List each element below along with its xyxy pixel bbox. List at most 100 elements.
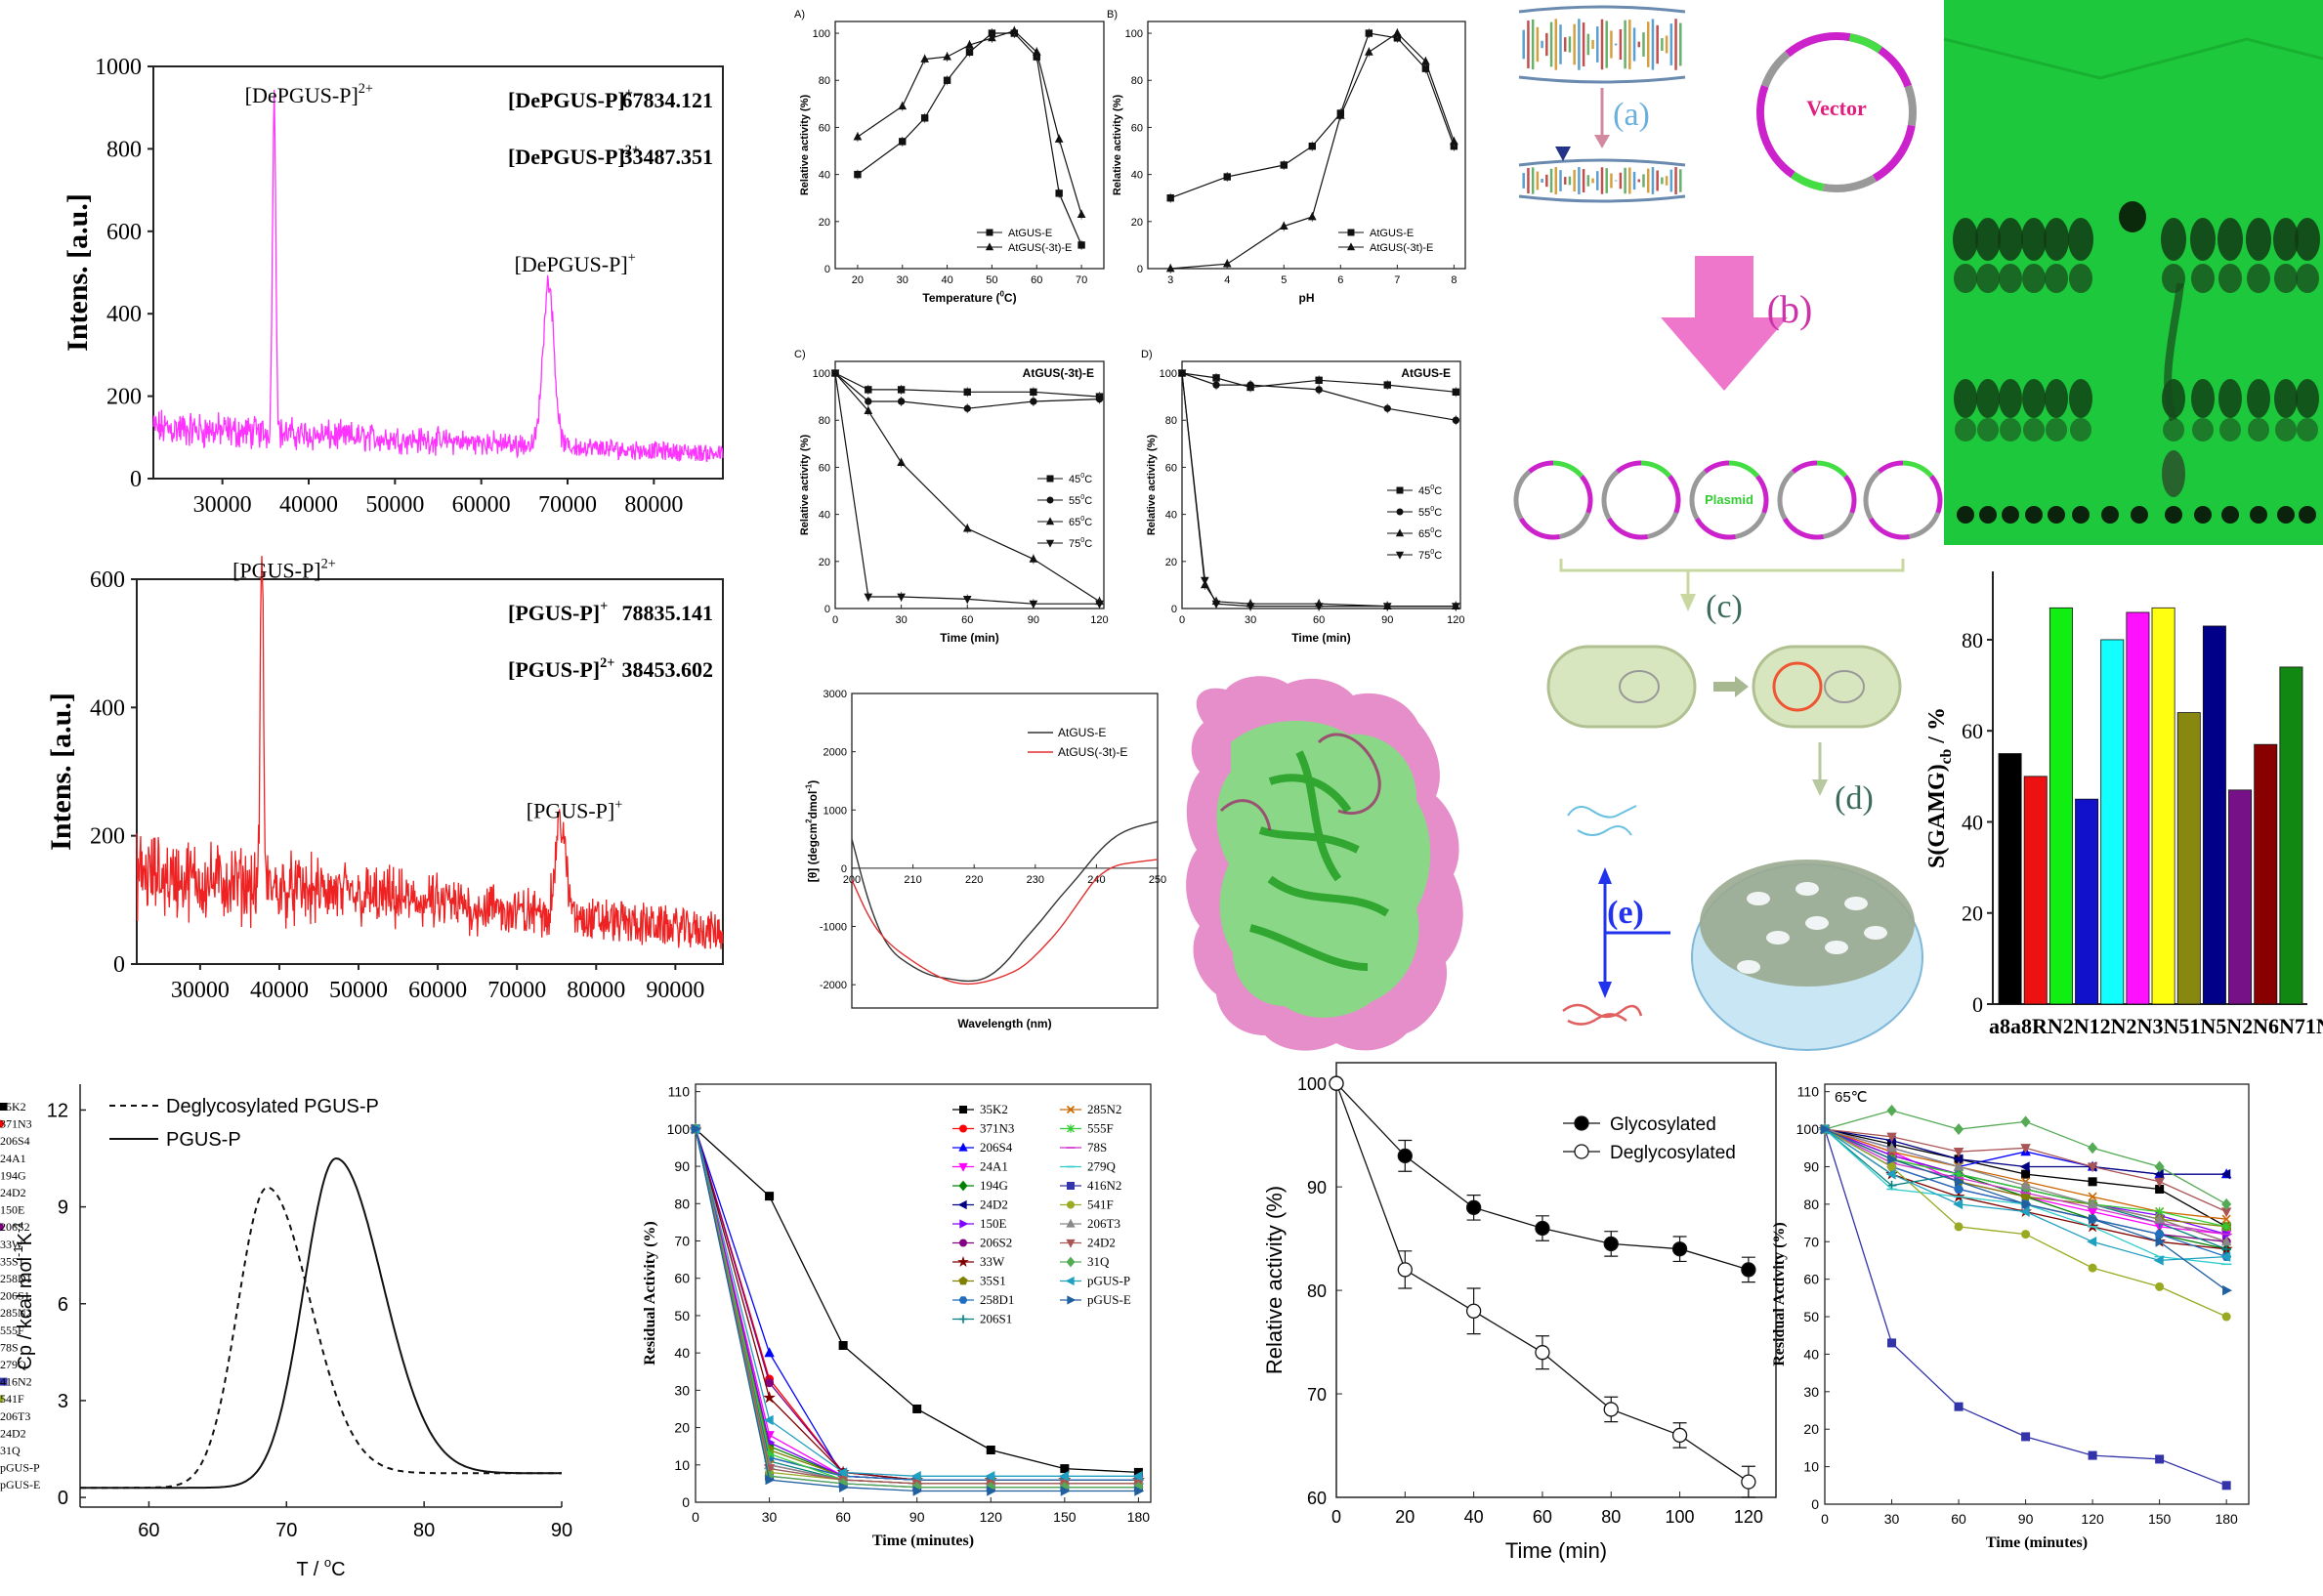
colony [1864, 926, 1887, 940]
gel-band [1954, 379, 1977, 418]
plasmid-segment [1816, 460, 1848, 479]
data-point [1029, 600, 1038, 609]
y-tick-label: 20 [1803, 1421, 1819, 1437]
legend-label: 78S [0, 1340, 19, 1354]
x-tick-label: 60 [835, 1509, 851, 1525]
data-point [763, 1391, 777, 1404]
data-point [1886, 1142, 1897, 1153]
gel-band [1975, 218, 2001, 261]
data-point [2087, 1197, 2098, 1208]
y-tick-label: 80 [674, 1196, 690, 1211]
plasmid-segment [1559, 512, 1591, 539]
legend-marker [1346, 242, 1356, 251]
x-axis-label: Time (min) [1505, 1538, 1607, 1563]
y-tick-label: 0 [58, 1488, 68, 1509]
gel-band [1999, 379, 2022, 418]
x-axis-label: Time (min) [940, 631, 998, 645]
data-point [1308, 143, 1317, 150]
ms-spectrum-deglycosylated: 0 200 400 600 800 1000 30000 40000 50000 60000 700… [62, 55, 724, 518]
data-point [1465, 1303, 1482, 1319]
step-label-b: (b) [1767, 287, 1813, 331]
legend-label: 206S4 [0, 1134, 30, 1148]
x-tick-label: 20 [1395, 1507, 1415, 1527]
x-tick-label: 240 [1087, 874, 1105, 886]
legend-label: 650C [1069, 514, 1092, 528]
legend-label: 555F [1087, 1121, 1114, 1136]
y-tick-label: 600 [90, 567, 125, 593]
x-tick-label: 30000 [193, 492, 252, 518]
gel-band [2192, 418, 2214, 441]
gel-band [2022, 379, 2046, 418]
legend-label: 33W [980, 1254, 1005, 1269]
plot-frame [851, 693, 1159, 1009]
data-point [1671, 1241, 1688, 1257]
gel-band [1977, 418, 1999, 441]
y-axis-label: Intens. [a.u.] [45, 693, 77, 851]
x-tick-label: 180 [2215, 1511, 2238, 1527]
x-tick-label: 50 [986, 274, 997, 286]
y-axis-label: Residual Activity (%) [1771, 1222, 1788, 1366]
x-axis-label: Temperature (0C) [922, 290, 1016, 305]
data-point [1246, 381, 1254, 389]
y-tick-label: 100 [1297, 1074, 1327, 1094]
vector-label: Vector [1806, 96, 1867, 120]
legend-marker [959, 1124, 967, 1133]
legend-label: 206S1 [0, 1289, 30, 1303]
gel-band [1954, 264, 1977, 293]
plasmid-segment [1640, 460, 1672, 479]
data-point [2155, 1281, 2165, 1291]
legend-marker [0, 1119, 4, 1128]
cell-dna [1619, 670, 1660, 703]
step-label-d: (d) [1835, 780, 1874, 817]
gel-band [2000, 418, 2021, 441]
panel-b-ph: 0 20 40 60 80 100 3 4 5 6 7 8 Relative activity (%) p… [1107, 9, 1466, 305]
y-tick-label: 30 [1803, 1384, 1819, 1400]
legend-label: 150E [980, 1216, 1007, 1231]
y-tick-label: 12 [47, 1100, 68, 1121]
panel-title: AtGUS-E [1401, 366, 1451, 380]
plasmid-segment [1848, 33, 1882, 54]
data-point [1820, 1123, 1831, 1135]
legend-label: 206T3 [1087, 1216, 1120, 1231]
data-point [1365, 29, 1373, 37]
dna-strand [1518, 5, 1686, 14]
y-tick-label: 200 [106, 385, 142, 410]
y-tick-label: 3 [58, 1391, 68, 1412]
legend-label: 206S4 [980, 1140, 1013, 1155]
y-axis-label: [θ] (degcm2dmol-1) [805, 780, 820, 882]
y-tick-label: 100 [813, 368, 830, 380]
legend-label: 206T3 [0, 1409, 30, 1423]
plot-frame [1147, 21, 1466, 270]
data-point [2020, 1115, 2031, 1128]
y-tick-label: 6 [58, 1294, 68, 1316]
legend-marker [0, 1377, 8, 1386]
data-point [2153, 1255, 2164, 1266]
bracket [1559, 559, 1905, 596]
y-tick-label: 80 [1803, 1197, 1819, 1212]
legend-marker [1574, 1144, 1589, 1159]
spectrum-trace [136, 556, 724, 949]
x-axis-label: T / oC [296, 1555, 345, 1580]
x-tick-label: 250 [1149, 874, 1166, 886]
legend-label: 35K2 [980, 1102, 1008, 1116]
x-tick-labels: a8a8RN2N12N2N3N51N5N2N6N71N2 [1989, 1014, 2323, 1038]
data-point [1335, 110, 1345, 119]
series-line [857, 29, 1082, 215]
data-point [1307, 212, 1317, 221]
plasmid-segment [1863, 469, 1881, 521]
data-point [1223, 173, 1231, 181]
big-arrow-b [1661, 256, 1788, 391]
gel-band [2069, 379, 2092, 418]
data-point [1603, 1402, 1619, 1417]
series-line [1181, 372, 1457, 608]
arrow-d-head [1812, 779, 1828, 796]
data-point [912, 1486, 923, 1496]
x-tick-label: 120 [980, 1509, 1003, 1525]
data-point [963, 404, 971, 412]
cell-arrow-head [1735, 676, 1749, 697]
legend-marker [1066, 1218, 1076, 1228]
data-point [1535, 1345, 1550, 1361]
data-point [1451, 603, 1460, 611]
gel-band [2218, 379, 2242, 418]
